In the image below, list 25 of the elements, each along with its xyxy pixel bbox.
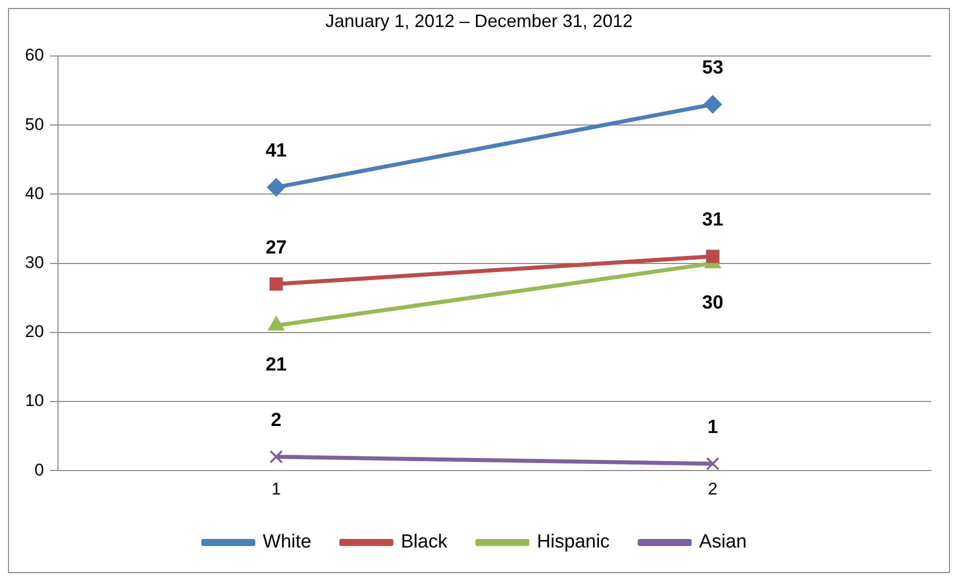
y-tick-label: 60 — [24, 46, 44, 65]
point — [267, 178, 286, 196]
legend-label: Asian — [699, 532, 747, 553]
legend-label: Hispanic — [536, 532, 610, 553]
data-label: 41 — [266, 140, 288, 162]
data-label: 1 — [707, 416, 718, 438]
data-label: 30 — [702, 292, 724, 314]
data-label: 21 — [266, 354, 288, 376]
data-label: 27 — [266, 237, 287, 258]
point — [270, 277, 283, 291]
chart-title: January 1, 2012 – December 31, 2012 — [324, 10, 634, 32]
legend-label: White — [262, 532, 312, 553]
y-tick-label: 10 — [24, 391, 44, 410]
y-tick-label: 20 — [24, 322, 44, 342]
y-tick-label: 30 — [24, 252, 44, 272]
point — [270, 450, 283, 464]
legend-label: Black — [400, 532, 448, 553]
y-tick-label: 0 — [34, 460, 44, 480]
data-label: 31 — [702, 210, 724, 231]
y-tick-label: 50 — [24, 114, 44, 134]
data-label: 53 — [702, 58, 724, 79]
y-tick-label: 40 — [24, 184, 44, 203]
point — [706, 457, 720, 470]
data-label: 2 — [270, 410, 282, 432]
point — [704, 95, 722, 114]
